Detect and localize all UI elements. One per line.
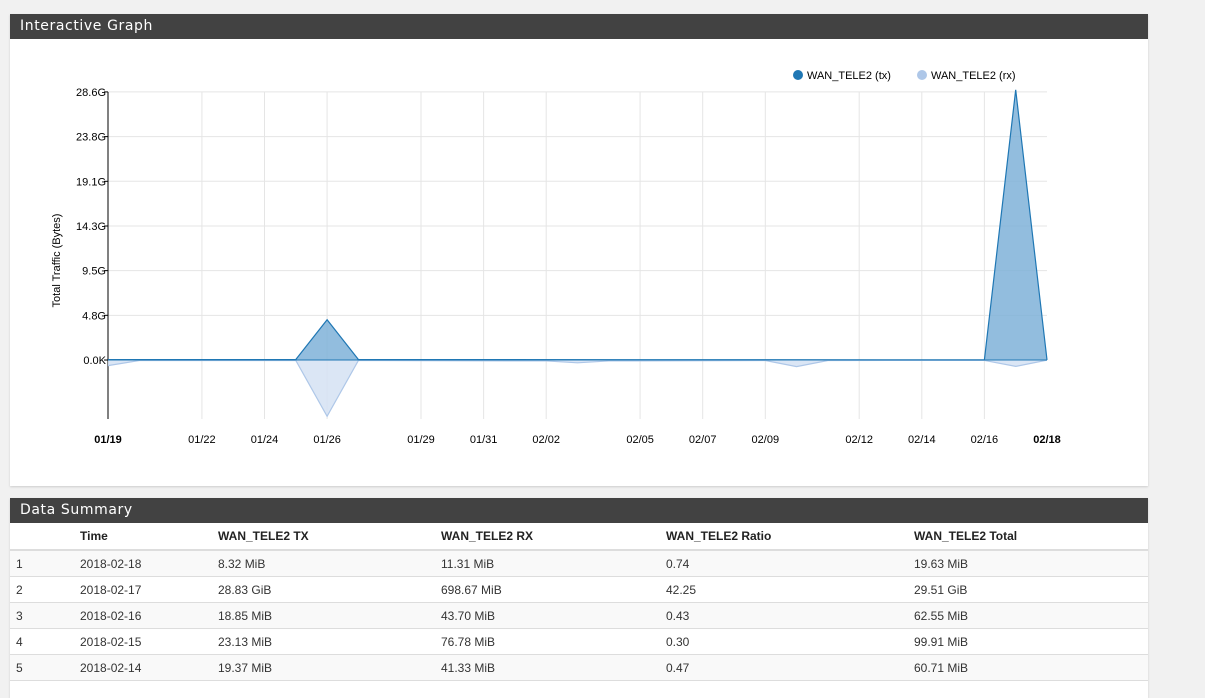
header-tx: WAN_TELE2 TX [218,523,441,551]
header-rx: WAN_TELE2 RX [441,523,666,551]
legend-tx-label: WAN_TELE2 (tx) [807,70,891,82]
y-tick-label: 28.6G [76,87,106,99]
cell-time: 2018-02-14 [80,654,218,681]
x-tick-label: 01/22 [188,434,216,446]
cell-tx: 8.32 MiB [218,550,441,577]
cell-index: 1 [10,550,80,577]
x-tick-label: 02/12 [845,434,873,446]
graph-panel-title: Interactive Graph [10,14,1148,39]
interactive-graph-panel: Interactive Graph 0.0K 4.8G 9.5G 14.3G 19.1G… [10,14,1148,486]
y-tick-label: 19.1G [76,176,106,188]
cell-tx: 19.37 MiB [218,654,441,681]
x-tick-label: 02/16 [971,434,999,446]
traffic-chart[interactable]: 0.0K 4.8G 9.5G 14.3G 19.1G 23.8G 28.6G 01/19 01/… [10,39,1148,486]
table-row: 4 2018-02-15 23.13 MiB 76.78 MiB 0.30 99… [10,628,1148,655]
cell-tx: 28.83 GiB [218,576,441,603]
header-index [10,523,80,551]
y-tick-label: 0.0K [83,355,106,367]
x-tick-label: 02/14 [908,434,936,446]
y-tick-label: 4.8G [82,310,106,322]
cell-total: 60.71 MiB [914,654,1148,681]
cell-rx: 43.70 MiB [441,602,666,629]
cell-total: 99.91 MiB [914,628,1148,655]
legend-tx-swatch [793,70,803,80]
cell-ratio: 0.47 [666,654,914,681]
cell-total: 19.63 MiB [914,550,1148,577]
cell-ratio: 0.43 [666,602,914,629]
tx-area [108,89,1047,361]
cell-time: 2018-02-16 [80,602,218,629]
rx-area [108,360,1047,417]
cell-rx: 698.67 MiB [441,576,666,603]
y-tick-label: 9.5G [82,266,106,278]
x-tick-label: 01/26 [313,434,341,446]
cell-ratio: 42.25 [666,576,914,603]
x-tick-label: 02/02 [532,434,560,446]
legend-rx-swatch [917,70,927,80]
cell-rx: 41.33 MiB [441,654,666,681]
rx-line [107,359,1048,418]
tx-line [108,89,1048,361]
cell-time: 2018-02-18 [80,550,218,577]
data-summary-panel: Data Summary Time WAN_TELE2 TX WAN_TELE2… [10,498,1148,698]
x-tick-label: 01/24 [251,434,279,446]
x-tick-label: 02/07 [689,434,717,446]
x-tick-label: 02/18 [1033,434,1061,446]
x-tick-label: 02/09 [752,434,780,446]
cell-tx: 18.85 MiB [218,602,441,629]
cell-total: 29.51 GiB [914,576,1148,603]
summary-table-header-row: Time WAN_TELE2 TX WAN_TELE2 RX WAN_TELE2… [10,523,1148,551]
table-row: 5 2018-02-14 19.37 MiB 41.33 MiB 0.47 60… [10,654,1148,681]
cell-total: 62.55 MiB [914,602,1148,629]
x-tick-label: 01/29 [407,434,435,446]
cell-index: 2 [10,576,80,603]
cell-index: 3 [10,602,80,629]
cell-tx: 23.13 MiB [218,628,441,655]
table-row: 3 2018-02-16 18.85 MiB 43.70 MiB 0.43 62… [10,602,1148,629]
cell-index: 5 [10,654,80,681]
cell-index: 4 [10,628,80,655]
cell-time: 2018-02-17 [80,576,218,603]
cell-ratio: 0.74 [666,550,914,577]
header-total: WAN_TELE2 Total [914,523,1148,551]
y-tick-label: 23.8G [76,132,106,144]
cell-rx: 76.78 MiB [441,628,666,655]
header-ratio: WAN_TELE2 Ratio [666,523,914,551]
y-tick-label: 14.3G [76,221,106,233]
cell-ratio: 0.30 [666,628,914,655]
summary-panel-title: Data Summary [10,498,1148,523]
legend-rx-label: WAN_TELE2 (rx) [931,70,1016,82]
header-time: Time [80,523,218,551]
x-tick-label: 01/31 [470,434,498,446]
x-tick-label: 01/19 [94,434,122,446]
y-axis-label: Total Traffic (Bytes) [51,214,63,308]
table-row: 1 2018-02-18 8.32 MiB 11.31 MiB 0.74 19.… [10,550,1148,577]
table-row: 2 2018-02-17 28.83 GiB 698.67 MiB 42.25 … [10,576,1148,603]
cell-time: 2018-02-15 [80,628,218,655]
summary-table: Time WAN_TELE2 TX WAN_TELE2 RX WAN_TELE2… [10,523,1148,681]
x-tick-label: 02/05 [626,434,654,446]
cell-rx: 11.31 MiB [441,550,666,577]
